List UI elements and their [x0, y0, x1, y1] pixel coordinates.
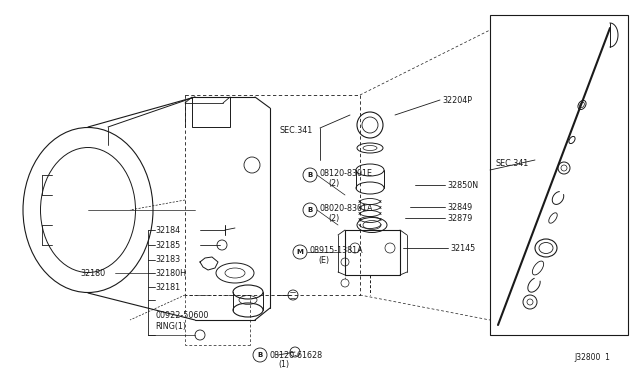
Text: 00922-50600: 00922-50600 [155, 311, 209, 320]
Bar [490, 15, 628, 335]
Text: 32145: 32145 [450, 244, 476, 253]
Text: M: M [296, 249, 303, 255]
Text: SEC.341: SEC.341 [496, 158, 529, 167]
Text: 32849: 32849 [447, 202, 472, 212]
Text: J32800  1: J32800 1 [574, 353, 610, 362]
Text: 32204P: 32204P [442, 96, 472, 105]
Text: 32183: 32183 [155, 256, 180, 264]
Text: 32181: 32181 [155, 282, 180, 292]
Text: (2): (2) [328, 214, 339, 222]
Text: B: B [257, 352, 262, 358]
Text: (1): (1) [278, 360, 289, 369]
Bar [192, 97, 230, 127]
Text: RING(1): RING(1) [155, 321, 186, 330]
Text: (E): (E) [318, 256, 329, 264]
Text: B: B [307, 207, 312, 213]
Bar [185, 95, 360, 295]
Text: 32184: 32184 [155, 225, 180, 234]
Text: 32180: 32180 [80, 269, 105, 278]
Text: 32879: 32879 [447, 214, 472, 222]
Text: (2): (2) [328, 179, 339, 187]
Text: 32180H: 32180H [155, 269, 186, 278]
Text: 08120-61628: 08120-61628 [270, 350, 323, 359]
Text: SEC.341: SEC.341 [280, 125, 313, 135]
Text: 08120-8301E: 08120-8301E [320, 169, 373, 177]
Text: 08020-8301A: 08020-8301A [320, 203, 374, 212]
Text: 32185: 32185 [155, 241, 180, 250]
Text: 32850N: 32850N [447, 180, 478, 189]
Text: B: B [307, 172, 312, 178]
Text: 08915-1381A: 08915-1381A [310, 246, 364, 254]
Bar [345, 230, 400, 275]
